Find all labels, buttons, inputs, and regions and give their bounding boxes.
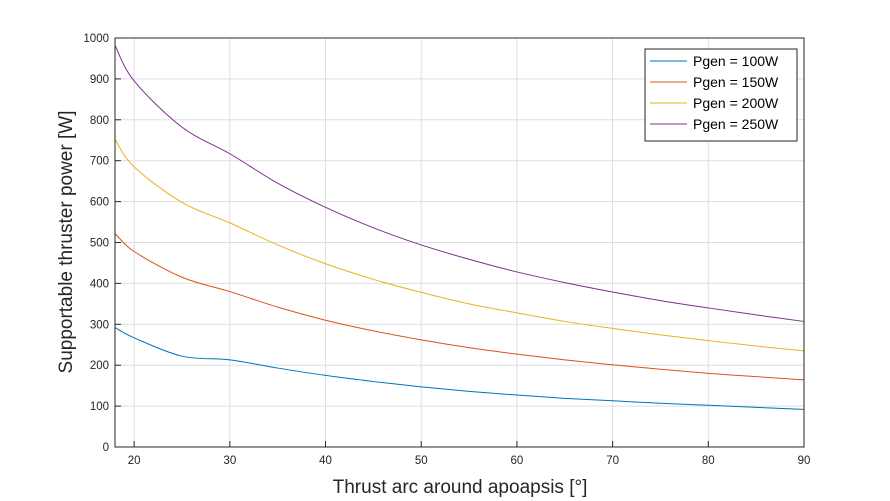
x-tick-label: 70 [606,455,619,467]
y-tick-label: 700 [90,156,109,168]
y-axis-label: Supportable thruster power [W] [56,111,77,374]
y-tick-label: 400 [90,278,109,290]
series-lines [114,45,805,410]
y-tick-label: 500 [90,238,109,250]
x-tick-label: 40 [319,455,332,467]
y-tick-label: 300 [90,319,109,331]
legend-box [644,48,798,142]
series-line-1 [114,327,805,410]
y-tick-label: 900 [90,74,109,86]
x-tick-label: 50 [415,455,428,467]
legend-label: Pgen = 200W [693,95,779,111]
y-tick-label: 800 [90,115,109,127]
series-line-4 [114,45,805,322]
x-tick-label: 80 [702,455,715,467]
x-tick-label: 20 [128,455,141,467]
x-tick-label: 90 [798,455,811,467]
x-axis-label: Thrust arc around apoapsis [°] [333,477,588,498]
y-tick-label: 0 [103,442,109,454]
x-tick-label: 60 [511,455,524,467]
y-tick-label: 100 [90,401,109,413]
legend-label: Pgen = 100W [693,53,779,69]
y-tick-label: 1000 [83,33,109,45]
y-tick-label: 200 [90,360,109,372]
y-tick-label: 600 [90,197,109,209]
legend-label: Pgen = 250W [693,116,779,132]
series-line-2 [114,233,805,381]
legend: Pgen = 100W Pgen = 150W Pgen = 200W Pgen = … [644,48,798,142]
axis-ticks: 20 30 40 50 60 70 80 90010020030040050060070080… [83,33,810,467]
x-tick-label: 30 [223,455,236,467]
legend-label: Pgen = 150W [693,74,779,90]
series-line-3 [114,139,805,352]
